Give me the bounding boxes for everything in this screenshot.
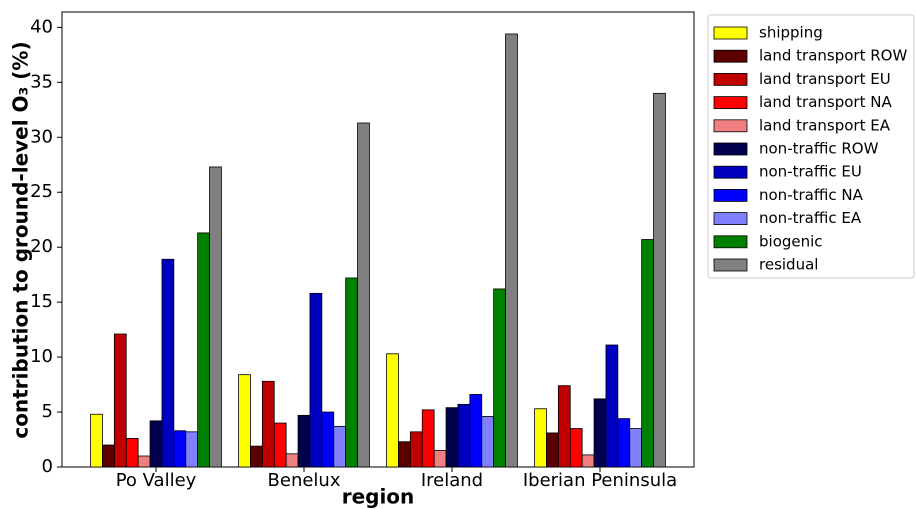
x-tick-label: Iberian Peninsula <box>523 470 677 491</box>
bar <box>102 444 115 468</box>
bar <box>273 422 287 468</box>
legend-frame <box>707 14 915 279</box>
bar <box>261 380 275 468</box>
bar <box>653 92 666 468</box>
x-tick-label: Ireland <box>421 470 483 491</box>
y-tick-label: 10 <box>30 346 53 367</box>
legend-label: non-traffic EA <box>759 209 862 227</box>
bar <box>421 409 435 468</box>
y-tick-label: 25 <box>30 181 53 202</box>
y-axis-label: contribution to ground-level O₃ (%) <box>9 41 33 438</box>
legend-label: land transport EU <box>759 70 891 88</box>
y-tick-label: 40 <box>30 16 53 37</box>
bar <box>593 398 607 468</box>
legend-label: non-traffic NA <box>759 186 864 204</box>
legend-swatch <box>713 212 748 226</box>
legend-label: land transport NA <box>759 93 892 111</box>
bar <box>409 431 423 468</box>
bar <box>493 288 506 468</box>
legend-swatch <box>713 73 748 86</box>
bar <box>629 428 643 468</box>
legend-swatch <box>713 119 748 133</box>
bar <box>321 411 335 468</box>
bar <box>357 122 370 468</box>
bar <box>569 428 583 468</box>
bar <box>173 430 187 468</box>
bar <box>481 416 495 468</box>
x-tick-label: Benelux <box>268 470 341 491</box>
bar <box>505 33 518 468</box>
legend-swatch <box>713 142 748 156</box>
legend-label: shipping <box>759 24 823 42</box>
legend-label: land transport EA <box>759 116 891 134</box>
bar <box>457 403 471 468</box>
legend-swatch <box>713 165 748 179</box>
y-tick-label: 0 <box>42 456 53 477</box>
legend-label: non-traffic ROW <box>759 140 879 158</box>
legend-swatch <box>713 96 748 109</box>
x-axis-label: region <box>342 485 415 509</box>
bar <box>149 420 163 468</box>
bar <box>309 292 323 468</box>
legend-label: non-traffic EU <box>759 163 862 181</box>
x-tick-label: Po Valley <box>116 470 197 491</box>
bar <box>285 453 299 468</box>
legend-label: biogenic <box>759 232 823 250</box>
bar <box>137 455 151 468</box>
y-tick-label: 30 <box>30 126 53 147</box>
bar <box>197 232 210 468</box>
bar <box>469 394 483 468</box>
bar <box>113 333 127 468</box>
bar <box>386 353 399 468</box>
legend-label: residual <box>759 256 818 274</box>
bar <box>333 425 347 468</box>
bar <box>605 344 619 468</box>
legend-swatch <box>713 188 748 202</box>
y-tick-label: 35 <box>30 71 53 92</box>
bar <box>250 445 263 468</box>
bar <box>557 385 571 468</box>
bar <box>534 408 547 468</box>
bar <box>185 431 199 468</box>
bar <box>297 414 311 468</box>
bar <box>90 413 103 468</box>
bar <box>345 277 358 468</box>
legend-swatch <box>713 258 748 272</box>
bar <box>161 258 175 468</box>
legend-swatch <box>713 235 748 249</box>
bar <box>445 407 459 468</box>
bar <box>617 418 631 468</box>
y-tick-label: 5 <box>42 401 53 422</box>
bar <box>641 239 654 468</box>
plot-frame <box>61 11 695 468</box>
y-tick-label: 20 <box>30 236 53 257</box>
bar <box>581 454 595 468</box>
bar <box>209 166 222 468</box>
bar <box>238 374 251 468</box>
legend-label: land transport ROW <box>759 47 907 65</box>
bar <box>546 432 559 468</box>
bar <box>433 450 447 468</box>
legend-swatch <box>713 26 748 40</box>
bar <box>398 441 411 468</box>
y-tick-label: 15 <box>30 291 53 312</box>
bar <box>125 438 139 468</box>
legend-swatch <box>713 49 748 63</box>
